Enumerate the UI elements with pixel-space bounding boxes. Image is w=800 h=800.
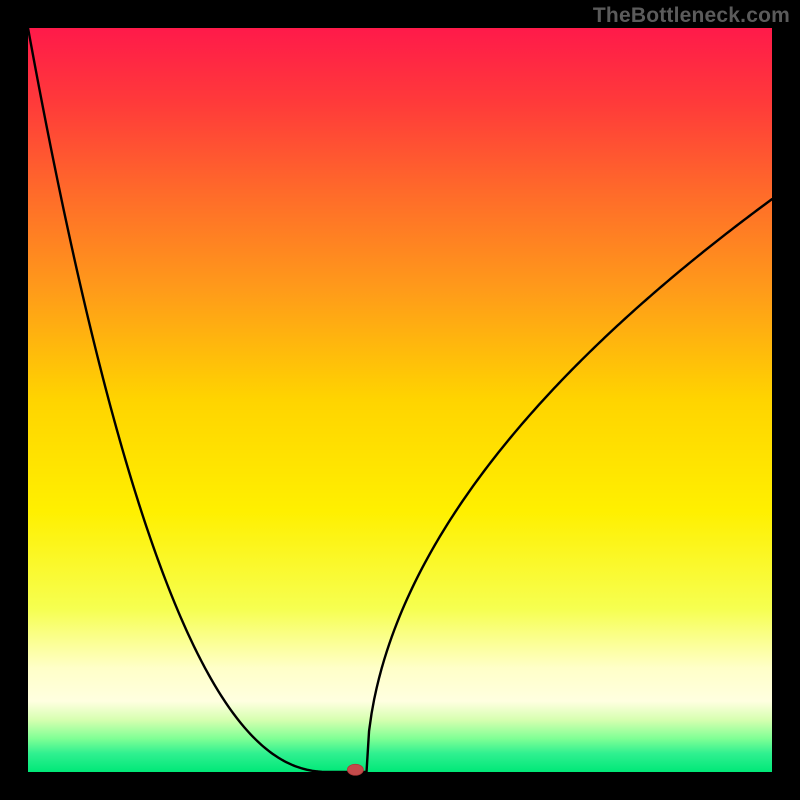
watermark-text: TheBottleneck.com [593,4,790,28]
figure-root: TheBottleneck.com [0,0,800,800]
plot-area [28,28,772,772]
current-config-marker [28,28,772,772]
